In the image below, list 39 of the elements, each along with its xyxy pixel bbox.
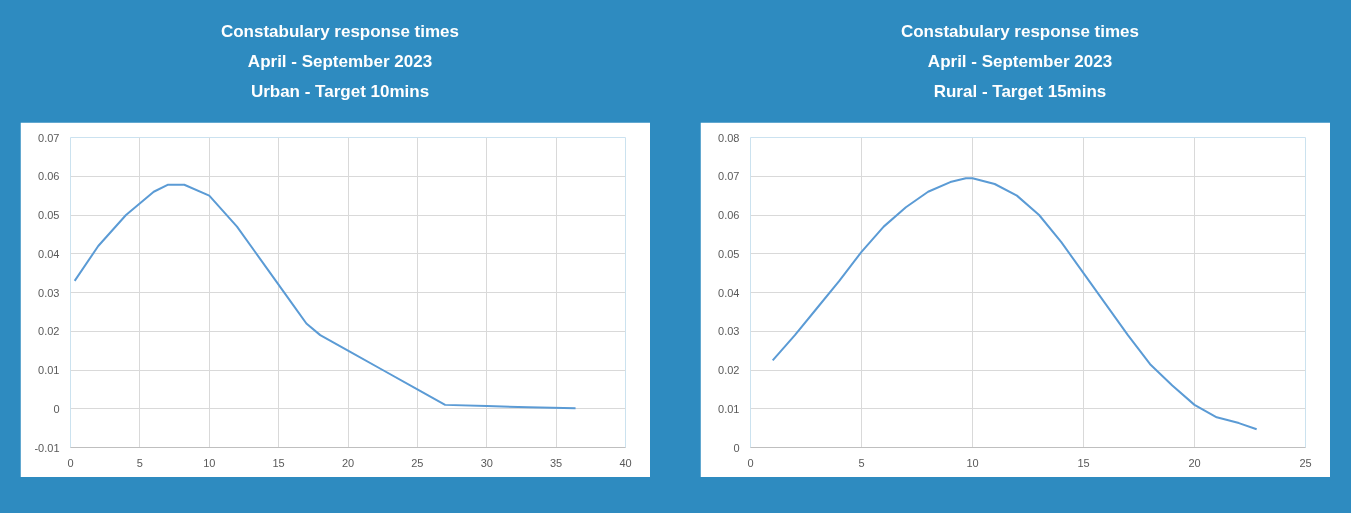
x-tick-label: 15	[1077, 456, 1090, 469]
y-tick-label: 0.03	[718, 325, 740, 338]
y-tick-label: 0	[53, 402, 60, 415]
line-series	[771, 177, 1258, 431]
x-tick-label: 10	[966, 456, 979, 469]
y-tick-label: 0.03	[38, 286, 60, 299]
chart-title: Constabulary response times	[900, 22, 1140, 41]
x-tick-label: 5	[136, 456, 143, 469]
x-tick-label: 35	[550, 456, 563, 469]
x-tick-label: 40	[619, 456, 632, 469]
x-tick-label: 30	[480, 456, 493, 469]
x-tick-label: 15	[272, 456, 285, 469]
y-tick-label: 0.04	[718, 286, 740, 299]
x-tick-label: 25	[1299, 456, 1312, 469]
y-tick-label: 0.05	[718, 247, 740, 260]
y-tick-label: 0.05	[38, 209, 60, 221]
y-tick-label: 0.01	[718, 402, 740, 415]
y-tick-label: 0.06	[38, 170, 60, 183]
line-series	[73, 183, 577, 410]
y-tick-label: 0.02	[38, 325, 60, 338]
y-tick-label: 0.01	[38, 364, 60, 376]
chart-title: Constabulary response times	[220, 22, 460, 41]
x-tick-label: 25	[411, 456, 424, 469]
chart-subtitle: April - September 2023 Rural - Target 15mins	[927, 52, 1113, 101]
y-tick-label: 0.04	[38, 247, 60, 260]
x-tick-label: 0	[67, 456, 74, 469]
y-tick-label: -0.01	[34, 441, 60, 454]
y-tick-label: 0.07	[38, 131, 60, 144]
chart-subtitle: April - September 2023 Urban - Target 10mins	[247, 52, 433, 101]
x-tick-label: 0	[747, 456, 754, 469]
y-tick-label: 0.02	[718, 364, 740, 376]
y-tick-label: 0.08	[718, 131, 740, 144]
x-tick-label: 20	[341, 456, 355, 469]
y-tick-label: 0	[733, 441, 740, 454]
x-tick-label: 5	[858, 456, 865, 469]
x-tick-label: 20	[1188, 456, 1201, 469]
x-tick-label: 10	[203, 456, 216, 469]
y-tick-label: 0.06	[718, 209, 740, 221]
y-tick-label: 0.07	[718, 170, 740, 183]
